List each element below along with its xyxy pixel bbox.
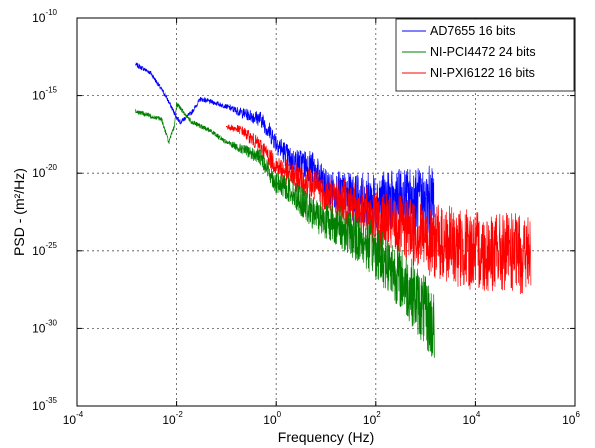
x-tick-label: 106	[562, 410, 580, 427]
y-axis-label: PSD - (m²/Hz)	[11, 168, 27, 256]
x-tick-label: 104	[462, 410, 480, 427]
y-tick-label: 10-15	[32, 86, 57, 103]
y-tick-label: 10-35	[32, 396, 57, 413]
y-tick-label: 10-10	[32, 8, 57, 25]
x-tick-label: 10-4	[63, 410, 84, 427]
series-line-3	[226, 124, 532, 295]
x-tick-label: 100	[263, 410, 281, 427]
series-line-2	[135, 102, 435, 358]
x-tick-label: 10-2	[162, 410, 183, 427]
series-line-1	[135, 62, 435, 238]
y-tick-label: 10-20	[32, 163, 57, 180]
tick-layer: 10-4 10-2 100 102 104 106 10-10 10-15 10-20 10-25…	[32, 8, 580, 427]
legend-entry: NI-PCI4472 24 bits	[430, 45, 536, 59]
y-tick-label: 10-25	[32, 241, 57, 258]
x-axis-label: Frequency (Hz)	[278, 429, 374, 445]
legend-entry: NI-PXI6122 16 bits	[430, 66, 535, 80]
x-tick-label: 102	[363, 410, 381, 427]
y-tick-label: 10-30	[32, 318, 57, 335]
legend: AD7655 16 bits NI-PCI4472 24 bits NI-PXI61…	[395, 18, 575, 92]
plot-frame	[76, 17, 576, 407]
series-layer	[135, 62, 532, 358]
legend-entry: AD7655 16 bits	[430, 24, 515, 38]
